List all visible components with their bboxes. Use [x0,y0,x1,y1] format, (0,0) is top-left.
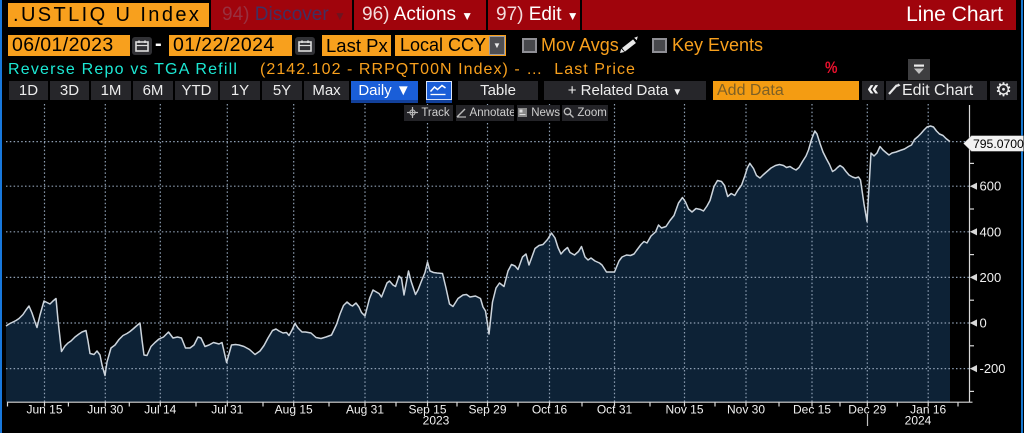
svg-text:Aug 15: Aug 15 [275,403,313,417]
svg-text:Jul 14: Jul 14 [144,403,176,417]
svg-text:2024: 2024 [905,414,932,428]
svg-text:Oct 31: Oct 31 [597,403,633,417]
svg-text:Jul 31: Jul 31 [211,403,243,417]
svg-text:Nov 30: Nov 30 [727,403,765,417]
svg-text:0: 0 [980,316,987,331]
svg-text:Dec 29: Dec 29 [848,403,886,417]
svg-text:Dec 15: Dec 15 [793,403,831,417]
svg-text:795.0700: 795.0700 [973,137,1024,151]
svg-text:400: 400 [980,224,1002,239]
svg-text:Sep 15: Sep 15 [408,403,446,417]
svg-text:600: 600 [980,179,1002,194]
svg-text:Nov 15: Nov 15 [665,403,703,417]
svg-text:Oct 16: Oct 16 [532,403,568,417]
svg-text:Sep 29: Sep 29 [468,403,506,417]
svg-text:Jun 15: Jun 15 [26,403,62,417]
svg-text:Jan 16: Jan 16 [910,403,946,417]
svg-text:2023: 2023 [423,414,450,428]
svg-text:-200: -200 [980,361,1006,376]
svg-text:200: 200 [980,270,1002,285]
svg-text:Jun 30: Jun 30 [87,403,123,417]
svg-text:Aug 31: Aug 31 [346,403,384,417]
